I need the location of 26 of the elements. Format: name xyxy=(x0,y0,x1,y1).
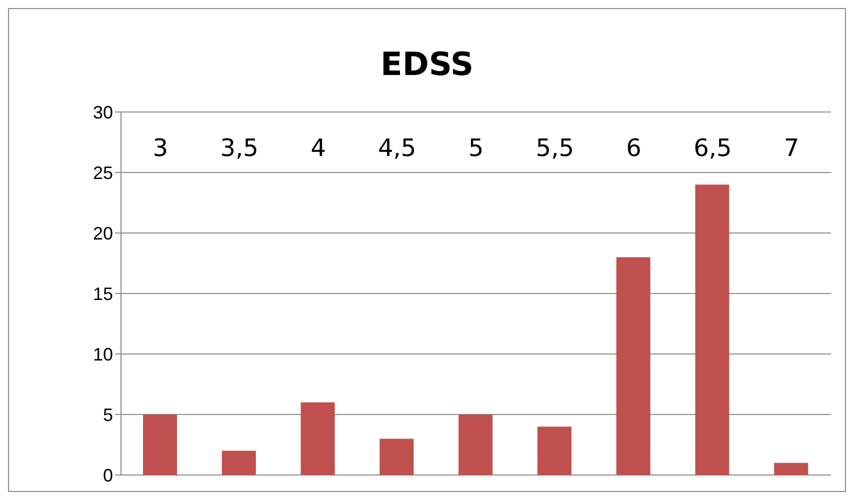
x-tick-label: 5 xyxy=(468,134,484,162)
x-tick-label: 3,5 xyxy=(220,134,258,162)
y-tick-label: 10 xyxy=(92,344,113,364)
y-tick-label: 20 xyxy=(92,223,113,244)
x-tick-label: 7 xyxy=(784,134,800,162)
chart-title: EDSS xyxy=(379,44,475,85)
bar xyxy=(222,450,256,475)
x-tick-label: 5,5 xyxy=(536,134,574,162)
x-tick-label: 3 xyxy=(152,134,168,162)
y-tick-label: 25 xyxy=(92,162,113,183)
bar xyxy=(380,438,414,475)
y-tick-label: 30 xyxy=(92,102,113,122)
bar xyxy=(695,184,730,475)
y-tick-label: 5 xyxy=(102,404,113,425)
bar xyxy=(300,402,335,475)
bar xyxy=(774,462,808,475)
x-tick-label: 4 xyxy=(310,134,326,162)
bar xyxy=(458,414,493,475)
y-tick-label: 0 xyxy=(102,465,113,486)
bar xyxy=(143,414,177,475)
x-tick-label: 6,5 xyxy=(694,134,732,162)
x-tick-label: 4,5 xyxy=(378,134,416,162)
y-tick-label: 15 xyxy=(92,284,113,304)
bar xyxy=(616,257,650,475)
x-tick-label: 6 xyxy=(626,134,642,162)
bar xyxy=(537,426,572,475)
